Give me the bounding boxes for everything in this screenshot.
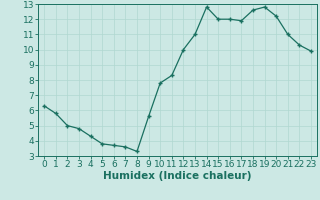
X-axis label: Humidex (Indice chaleur): Humidex (Indice chaleur)	[103, 171, 252, 181]
